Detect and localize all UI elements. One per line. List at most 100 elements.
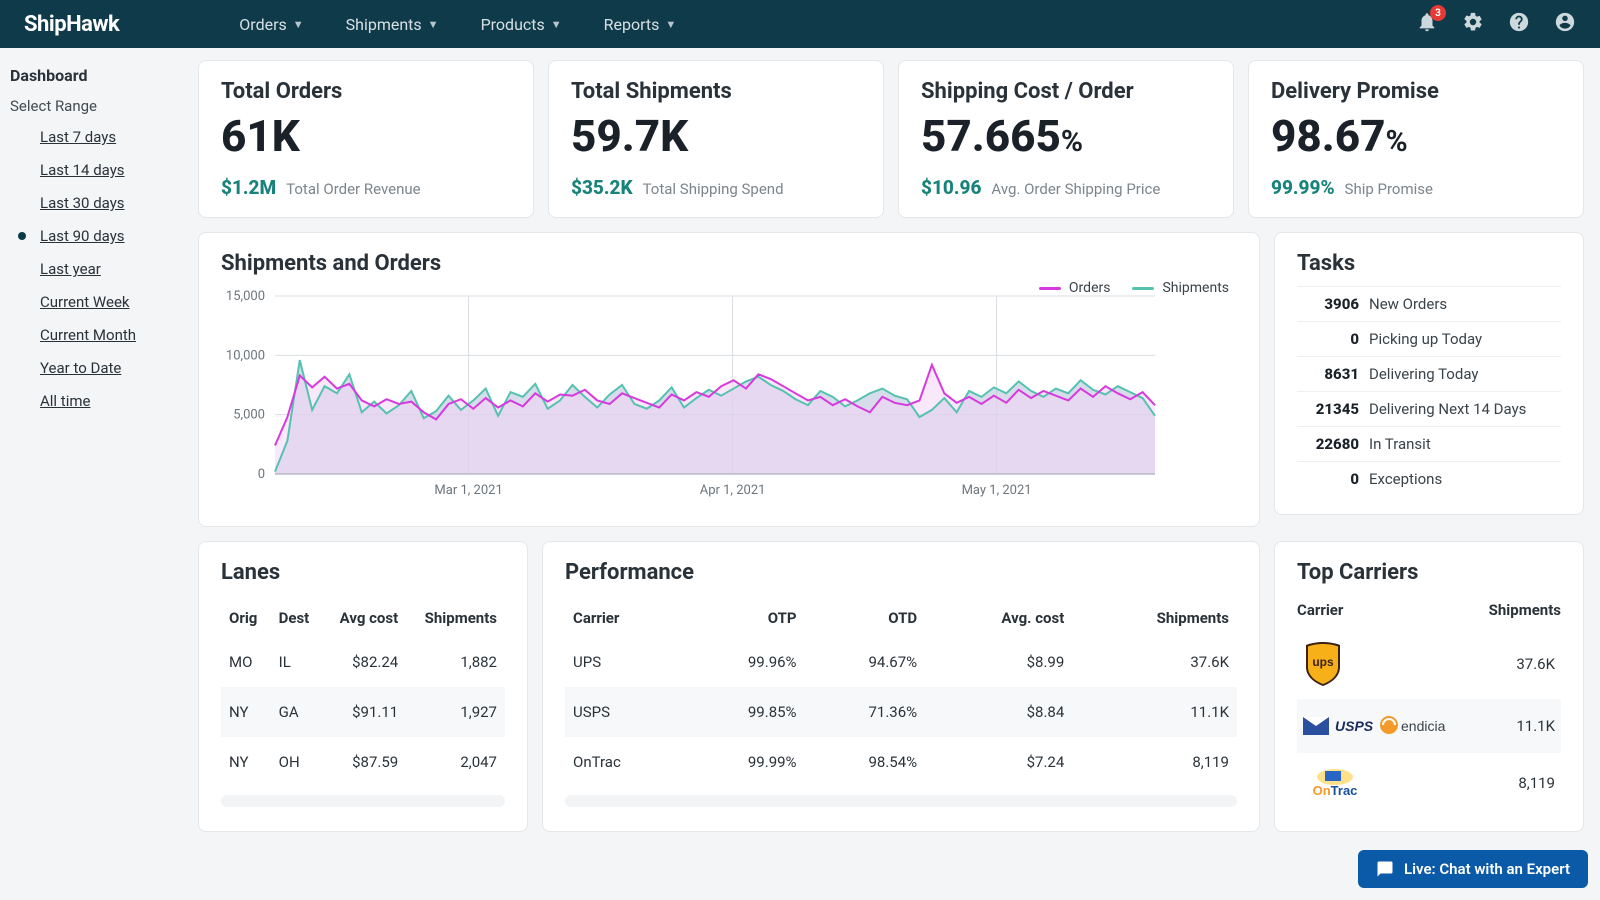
carrier-logo-ups: ups <box>1303 641 1343 687</box>
svg-text:May 1, 2021: May 1, 2021 <box>962 483 1032 498</box>
lanes-title: Lanes <box>221 560 505 585</box>
sidebar-title: Dashboard <box>10 66 190 85</box>
range-item[interactable]: Current Week <box>40 292 190 311</box>
kpi-sub-label: Ship Promise <box>1345 180 1433 198</box>
kpi-row: Total Orders61K$1.2MTotal Order RevenueT… <box>198 60 1584 218</box>
kpi-sub-amount: $1.2M <box>221 176 276 199</box>
tasks-card: Tasks 3906New Orders0Picking up Today863… <box>1274 232 1584 515</box>
svg-text:USPS: USPS <box>1335 718 1374 734</box>
task-row[interactable]: 22680In Transit <box>1297 426 1561 461</box>
nav-item-products[interactable]: Products▼ <box>481 15 562 34</box>
kpi-sub-label: Total Shipping Spend <box>643 180 784 198</box>
table-row[interactable]: UPS99.96%94.67%$8.9937.6K <box>565 637 1237 687</box>
main: Total Orders61K$1.2MTotal Order RevenueT… <box>190 48 1600 900</box>
table-row[interactable]: MOIL$82.241,882 <box>221 637 505 687</box>
range-list: Last 7 days Last 14 days Last 30 days Last … <box>10 127 190 410</box>
lanes-table: OrigDestAvg costShipmentsMOIL$82.241,882… <box>221 599 505 787</box>
top-carriers-col: Top Carriers Carrier Shipments ups37.6KU… <box>1274 541 1584 832</box>
notifications-icon[interactable]: 3 <box>1416 11 1438 37</box>
range-item[interactable]: Last year <box>40 259 190 278</box>
chart-svg: 05,00010,00015,000Mar 1, 2021Apr 1, 2021… <box>221 284 1161 504</box>
top-carriers-title: Top Carriers <box>1297 560 1561 585</box>
chevron-down-icon: ▼ <box>665 18 676 31</box>
bottom-row: Lanes OrigDestAvg costShipmentsMOIL$82.2… <box>198 541 1584 832</box>
task-row[interactable]: 21345Delivering Next 14 Days <box>1297 391 1561 426</box>
svg-text:15,000: 15,000 <box>226 289 265 304</box>
chat-button[interactable]: Live: Chat with an Expert <box>1358 850 1588 888</box>
kpi-sub-label: Total Order Revenue <box>286 180 420 198</box>
nav-item-reports[interactable]: Reports▼ <box>604 15 677 34</box>
nav: Orders▼ Shipments▼ Products▼ Reports▼ <box>239 15 676 34</box>
performance-table: CarrierOTPOTDAvg. costShipmentsUPS99.96%… <box>565 599 1237 787</box>
kpi-card: Shipping Cost / Order 57.665% $10.96 Avg. O… <box>898 60 1234 218</box>
chevron-down-icon: ▼ <box>428 18 439 31</box>
svg-text:ups: ups <box>1312 655 1334 669</box>
chevron-down-icon: ▼ <box>551 18 562 31</box>
legend-item: Orders <box>1039 280 1111 296</box>
range-item[interactable]: Last 90 days <box>40 226 190 245</box>
range-item[interactable]: Current Month <box>40 325 190 344</box>
table-row[interactable]: OnTrac99.99%98.54%$7.248,119 <box>565 737 1237 787</box>
kpi-value: 61K <box>221 110 511 162</box>
top-carrier-row[interactable]: USPSendicia11.1K <box>1297 699 1561 753</box>
top-carrier-row[interactable]: ups37.6K <box>1297 629 1561 699</box>
brand-logo[interactable]: ShipHawk <box>24 12 119 37</box>
svg-text:endicia: endicia <box>1401 718 1446 734</box>
kpi-card: Total Orders 61K $1.2M Total Order Revenue <box>198 60 534 218</box>
kpi-sub-amount: $10.96 <box>921 176 981 199</box>
kpi-value: 57.665% <box>921 110 1211 162</box>
svg-text:0: 0 <box>258 467 265 482</box>
kpi-title: Total Shipments <box>571 79 861 104</box>
sidebar-subtitle: Select Range <box>10 97 190 115</box>
task-row[interactable]: 8631Delivering Today <box>1297 356 1561 391</box>
performance-title: Performance <box>565 560 1237 585</box>
range-item[interactable]: Year to Date <box>40 358 190 377</box>
chart-title: Shipments and Orders <box>221 251 1237 276</box>
nav-item-orders[interactable]: Orders▼ <box>239 15 303 34</box>
task-row[interactable]: 3906New Orders <box>1297 286 1561 321</box>
kpi-title: Shipping Cost / Order <box>921 79 1211 104</box>
carrier-logo-usps: USPS endicia <box>1303 711 1463 741</box>
svg-text:Apr 1, 2021: Apr 1, 2021 <box>700 483 766 498</box>
task-row[interactable]: 0Exceptions <box>1297 461 1561 496</box>
account-icon[interactable] <box>1554 11 1576 37</box>
mid-row: Shipments and Orders Orders Shipments 0 5,… <box>198 232 1584 527</box>
range-item[interactable]: All time <box>40 391 190 410</box>
chevron-down-icon: ▼ <box>293 18 304 31</box>
settings-icon[interactable] <box>1462 11 1484 37</box>
table-row[interactable]: NYOH$87.592,047 <box>221 737 505 787</box>
table-row[interactable]: NYGA$91.111,927 <box>221 687 505 737</box>
performance-card: Performance CarrierOTPOTDAvg. costShipme… <box>542 541 1260 832</box>
chat-label: Chat with an Expert <box>1439 860 1570 878</box>
legend-item: Shipments <box>1132 280 1229 296</box>
tasks-col: Tasks 3906New Orders0Picking up Today863… <box>1274 232 1584 527</box>
lanes-card: Lanes OrigDestAvg costShipmentsMOIL$82.2… <box>198 541 528 832</box>
kpi-card: Delivery Promise98.67%99.99%Ship Promise <box>1248 60 1584 218</box>
kpi-sub-amount: 99.99% <box>1271 176 1335 199</box>
chart-card: Shipments and Orders Orders Shipments 0 5,… <box>198 232 1260 527</box>
top-carrier-row[interactable]: OnTrac8,119 <box>1297 753 1561 813</box>
chat-prefix: Live: <box>1404 860 1436 878</box>
range-item[interactable]: Last 14 days <box>40 160 190 179</box>
chart-legend: Orders Shipments <box>1039 280 1229 296</box>
table-row[interactable]: USPS99.85%71.36%$8.8411.1K <box>565 687 1237 737</box>
carrier-logo-ontrac: OnTrac <box>1303 765 1367 801</box>
tc-head-carrier: Carrier <box>1297 601 1343 619</box>
help-icon[interactable] <box>1508 11 1530 37</box>
svg-text:OnTrac: OnTrac <box>1313 783 1358 798</box>
kpi-value: 59.7K <box>571 110 861 162</box>
kpi-sub-amount: $35.2K <box>571 176 633 199</box>
kpi-title: Total Orders <box>221 79 511 104</box>
kpi-card: Total Shipments 59.7K $35.2K Total Shipping… <box>548 60 884 218</box>
kpi-sub-label: Avg. Order Shipping Price <box>991 180 1160 198</box>
nav-item-shipments[interactable]: Shipments▼ <box>346 15 439 34</box>
range-item[interactable]: Last 30 days <box>40 193 190 212</box>
svg-text:5,000: 5,000 <box>233 408 265 423</box>
topbar-right: 3 <box>1416 11 1576 37</box>
svg-text:10,000: 10,000 <box>226 348 265 363</box>
scroll-stub <box>565 795 1237 807</box>
page: Dashboard Select Range Last 7 days Last 1… <box>0 48 1600 900</box>
range-item[interactable]: Last 7 days <box>40 127 190 146</box>
task-row[interactable]: 0Picking up Today <box>1297 321 1561 356</box>
top-carriers-card: Top Carriers Carrier Shipments ups37.6KU… <box>1274 541 1584 832</box>
